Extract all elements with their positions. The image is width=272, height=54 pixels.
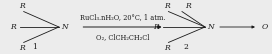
Text: N: N [61, 23, 68, 31]
Text: RuCl₃.nH₂O, 20°C, 1 atm.: RuCl₃.nH₂O, 20°C, 1 atm. [80, 13, 165, 21]
Text: R: R [185, 2, 190, 10]
Text: O: O [262, 23, 268, 31]
Text: R: R [153, 23, 159, 31]
Text: R: R [20, 44, 25, 52]
Text: 1: 1 [32, 43, 37, 51]
Text: R: R [20, 2, 25, 10]
Text: N: N [207, 23, 214, 31]
Text: R: R [164, 2, 170, 10]
Text: R: R [164, 44, 170, 52]
Text: R: R [10, 23, 16, 31]
Text: 2: 2 [184, 43, 188, 51]
Text: O₂, ClCH₂CH₂Cl: O₂, ClCH₂CH₂Cl [96, 33, 149, 41]
